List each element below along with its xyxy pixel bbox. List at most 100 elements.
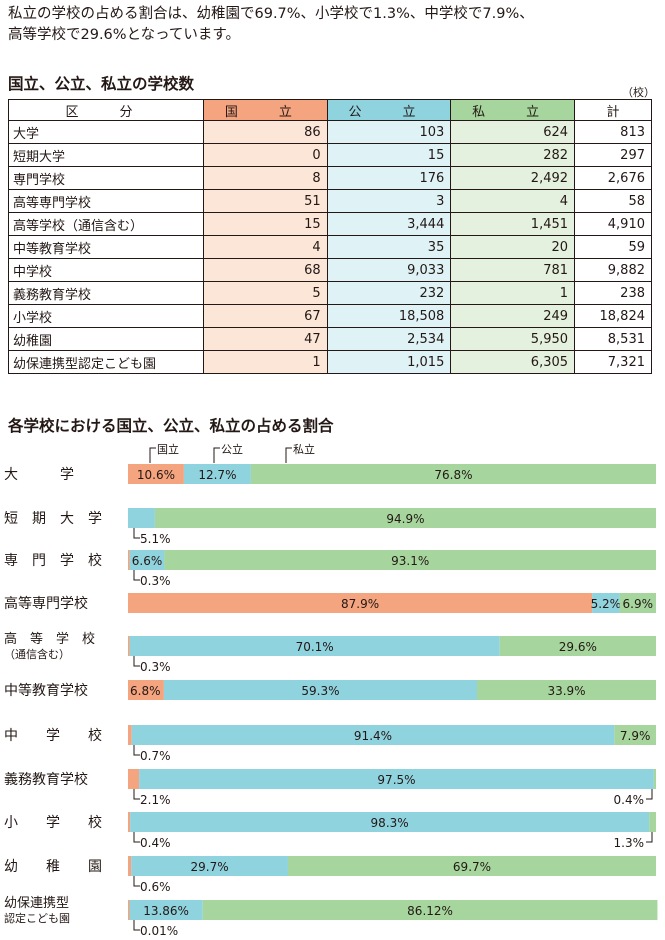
callout-line bbox=[133, 832, 140, 843]
bar-value-label: 5.2% bbox=[591, 597, 622, 611]
bar-segment-private bbox=[477, 680, 656, 700]
category-label: 小 学 校 bbox=[4, 814, 102, 831]
category-label: 短 期 大 学 bbox=[4, 511, 102, 527]
callout-line bbox=[133, 920, 140, 931]
table-cell-value: 0 bbox=[203, 143, 328, 167]
table-cell-value: 58 bbox=[574, 189, 652, 213]
legend-marker bbox=[285, 447, 292, 463]
bar-segment-private bbox=[614, 725, 656, 745]
bar-segment-national bbox=[128, 593, 593, 613]
legend-label: 私立 bbox=[293, 442, 315, 456]
bar-segment-private bbox=[250, 464, 656, 484]
bar-segment-private bbox=[154, 508, 657, 528]
bar-segment-national bbox=[128, 812, 131, 832]
bar-segment-private bbox=[287, 856, 656, 876]
legend-marker bbox=[149, 447, 156, 463]
table-cell-value: 51 bbox=[203, 189, 328, 213]
table-cell-value: 249 bbox=[450, 304, 576, 328]
table-cell-value: 59 bbox=[574, 235, 652, 259]
callout-line bbox=[133, 789, 140, 800]
header-public: 公 立 bbox=[326, 99, 452, 121]
bar-segment-national bbox=[128, 550, 130, 570]
callout-line bbox=[133, 528, 140, 539]
callout-label: 0.4% bbox=[614, 793, 645, 807]
table-unit: （校） bbox=[622, 86, 655, 99]
table-cell-value: 67 bbox=[203, 304, 328, 328]
table-cell-value: 4 bbox=[450, 189, 576, 213]
bar-segment-national bbox=[128, 900, 130, 920]
table-cell-category: 大学 bbox=[8, 120, 204, 144]
bar-segment-private bbox=[202, 900, 658, 920]
bar-segment-private bbox=[649, 812, 656, 832]
category-label: 幼 稚 園 bbox=[4, 859, 102, 875]
bar-value-label: 76.8% bbox=[434, 468, 472, 482]
bar-value-label: 69.7% bbox=[453, 860, 491, 874]
header-national: 国 立 bbox=[203, 99, 328, 121]
callout-label: 0.6% bbox=[140, 880, 171, 894]
table-cell-value: 4,910 bbox=[574, 212, 652, 236]
table-cell-value: 238 bbox=[574, 281, 652, 305]
table-row: 専門学校 8 176 2,492 2,676 bbox=[8, 166, 652, 190]
bar-segment-public bbox=[131, 725, 615, 745]
bar-segment-national bbox=[128, 856, 132, 876]
category-label: 高等専門学校 bbox=[4, 595, 88, 612]
category-label: 認定こども園 bbox=[4, 911, 70, 925]
bar-value-label: 7.9% bbox=[620, 729, 651, 743]
bar-value-label: 97.5% bbox=[377, 773, 415, 787]
bar-value-label: 91.4% bbox=[354, 729, 392, 743]
callout-label: 1.3% bbox=[614, 836, 645, 850]
category-label: 義務教育学校 bbox=[4, 771, 88, 788]
table-cell-value: 15 bbox=[203, 212, 328, 236]
table-cell-value: 5 bbox=[203, 281, 328, 305]
bar-segment-public bbox=[183, 464, 251, 484]
table-row: 大学 86 103 624 813 bbox=[8, 120, 652, 144]
table-cell-value: 47 bbox=[203, 327, 328, 351]
table-cell-value: 176 bbox=[326, 166, 452, 190]
intro-text: 私立の学校の占める割合は、幼稚園で69.7%、小学校で1.3%、中学校で7.9%… bbox=[8, 4, 658, 46]
legend-label: 国立 bbox=[157, 442, 179, 456]
bar-value-label: 70.1% bbox=[296, 640, 334, 654]
category-label: （通信含む） bbox=[4, 647, 70, 661]
table-cell-value: 813 bbox=[574, 120, 652, 144]
table-cell-category: 幼保連携型認定こども園 bbox=[8, 350, 204, 374]
bar-segment-national bbox=[128, 464, 184, 484]
bar-value-label: 6.6% bbox=[132, 554, 163, 568]
bar-segment-public bbox=[131, 856, 288, 876]
table-cell-category: 中学校 bbox=[8, 258, 204, 282]
callout-label: 0.3% bbox=[140, 660, 171, 674]
table-cell-value: 9,882 bbox=[574, 258, 652, 282]
table-cell-value: 20 bbox=[450, 235, 576, 259]
bar-segment-public bbox=[592, 593, 620, 613]
callout-label: 2.1% bbox=[140, 793, 171, 807]
bar-segment-public bbox=[139, 769, 654, 789]
table-row: 幼保連携型認定こども園 1 1,015 6,305 7,321 bbox=[8, 350, 652, 374]
bar-value-label: 29.6% bbox=[559, 640, 597, 654]
callout-line bbox=[133, 570, 140, 581]
table-cell-category: 高等専門学校 bbox=[8, 189, 204, 213]
callout-label: 0.7% bbox=[140, 749, 171, 763]
bar-value-label: 6.9% bbox=[623, 597, 654, 611]
bar-value-label: 87.9% bbox=[341, 597, 379, 611]
table-cell-category: 幼稚園 bbox=[8, 327, 204, 351]
table-row: 高等専門学校 51 3 4 58 bbox=[8, 189, 652, 213]
table-row: 短期大学 0 15 282 297 bbox=[8, 143, 652, 167]
table-cell-category: 高等学校（通信含む） bbox=[8, 212, 204, 236]
bar-segment-national bbox=[128, 769, 140, 789]
callout-line bbox=[133, 656, 140, 667]
table-row: 高等学校（通信含む） 15 3,444 1,451 4,910 bbox=[8, 212, 652, 236]
table-cell-value: 5,950 bbox=[450, 327, 576, 351]
callout-label: 0.01% bbox=[140, 924, 178, 938]
table-row: 幼稚園 47 2,534 5,950 8,531 bbox=[8, 327, 652, 351]
table-cell-value: 3,444 bbox=[326, 212, 452, 236]
table-cell-value: 3 bbox=[326, 189, 452, 213]
bar-segment-national bbox=[128, 680, 164, 700]
category-label: 中 学 校 bbox=[4, 727, 102, 744]
table-cell-value: 9,033 bbox=[326, 258, 452, 282]
table-cell-value: 781 bbox=[450, 258, 576, 282]
category-label: 大 学 bbox=[4, 467, 74, 483]
bar-value-label: 6.8% bbox=[130, 684, 161, 698]
school-count-table: 区 分 国 立 公 立 私 立 計 大学 86 103 624 813 短期大学 0 15 28… bbox=[8, 99, 652, 374]
legend-label: 公立 bbox=[221, 442, 243, 456]
table-title: 国立、公立、私立の学校数 bbox=[8, 75, 195, 93]
callout-line bbox=[646, 832, 653, 843]
